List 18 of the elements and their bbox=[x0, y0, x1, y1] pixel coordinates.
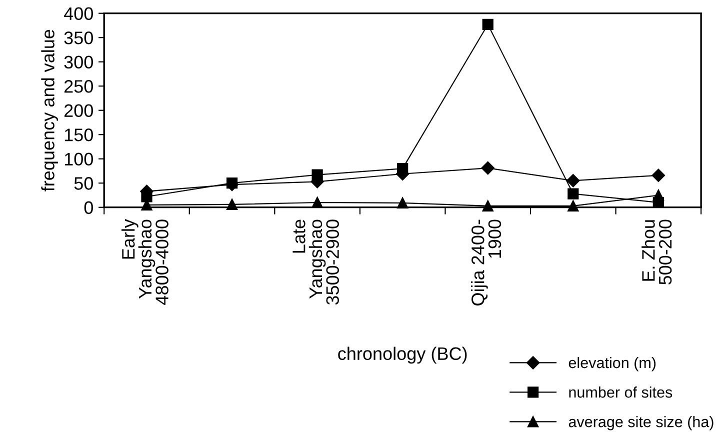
x-tick-label: Qijia 2400- 1900 bbox=[471, 220, 502, 306]
x-axis-title: chronology (BC) bbox=[338, 346, 467, 364]
y-tick-label: 150 bbox=[64, 128, 93, 142]
x-tick-label: E. Zhou 500-200 bbox=[642, 220, 672, 285]
y-tick-label: 350 bbox=[64, 32, 93, 44]
y-tick-label: 400 bbox=[64, 7, 93, 20]
y-tick-label: 250 bbox=[64, 80, 93, 93]
y-tick-label: 200 bbox=[64, 104, 93, 118]
legend-label: elevation (m) bbox=[568, 356, 656, 372]
x-tick-label: Early Yangshao 4800-4000 bbox=[121, 219, 168, 305]
y-tick-label: 300 bbox=[64, 56, 93, 69]
x-tick-label: Late Yangshao 3500-2900 bbox=[292, 220, 339, 305]
y-tick-label: 50 bbox=[74, 177, 93, 190]
y-tick-label: 100 bbox=[64, 152, 93, 166]
y-axis-title: frequency and value bbox=[41, 30, 58, 192]
legend-label: average site size (ha) bbox=[568, 416, 714, 430]
y-tick-label: 0 bbox=[84, 201, 93, 214]
legend-label: number of sites bbox=[569, 386, 672, 398]
